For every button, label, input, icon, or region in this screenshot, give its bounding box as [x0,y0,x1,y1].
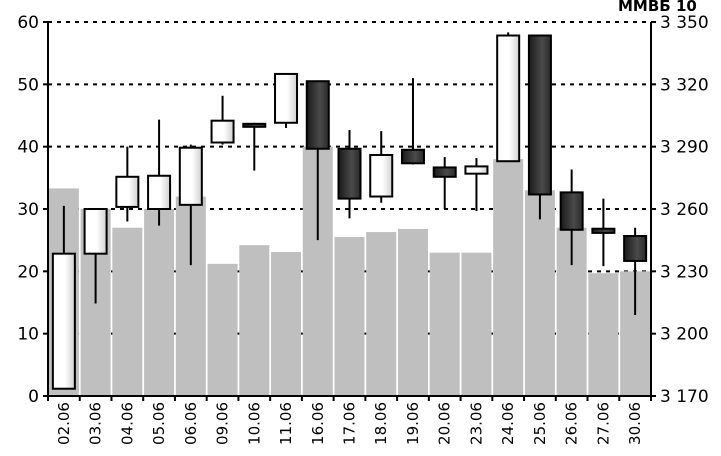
x-tick-label: 16.06 [309,402,327,445]
corner-label: ММВБ 10 [618,0,697,15]
candle-body-down [432,166,457,178]
x-tick-label: 11.06 [277,402,295,445]
right-tick-label: 3 320 [660,75,709,95]
candle-body-up [274,72,299,124]
x-tick-label: 17.06 [341,402,359,445]
x-tick-label: 19.06 [404,402,422,445]
volume-bar [239,245,270,396]
x-tick-label: 10.06 [245,402,263,445]
volume-bar [334,237,365,396]
volume-bar [271,252,302,396]
left-tick-label: 40 [17,138,39,158]
candle-body-up [210,119,235,144]
candlesticks [51,32,648,390]
volume-bar [429,252,460,396]
candle-body-down [591,227,616,234]
left-tick-label: 50 [17,75,39,95]
candle-body-down [527,34,552,196]
candle-body-down [400,148,425,165]
x-tick-label: 02.06 [55,402,73,445]
right-tick-label: 3 290 [660,138,709,158]
candle-body-down [305,80,330,150]
right-tick-label: 3 350 [660,13,709,33]
x-tick-label: 20.06 [436,402,454,445]
volume-bar [524,190,555,396]
candle-body-up [115,175,140,208]
candle-body-down [337,147,362,200]
right-tick-label: 3 230 [660,262,709,282]
right-tick-label: 3 200 [660,325,709,345]
candle-body-down [242,122,267,128]
left-tick-label: 30 [17,200,39,220]
left-tick-label: 10 [17,325,39,345]
candle-body-up [178,146,203,206]
x-tick-label: 27.06 [594,402,612,445]
volume-bar [461,252,492,396]
candle-body-up [369,153,394,198]
volume-bar [493,159,524,396]
x-tick-label: 23.06 [467,402,485,445]
candle-body-down [623,235,648,262]
left-tick-label: 20 [17,262,39,282]
volume-bar [366,232,397,396]
x-tick-label: 06.06 [182,402,200,445]
x-tick-label: 09.06 [214,402,232,445]
candle-body-up [83,208,108,255]
volume-bar [207,263,238,396]
x-tick-label: 18.06 [372,402,390,445]
right-tick-label: 3 260 [660,200,709,220]
right-tick-label: 3 170 [660,387,709,407]
x-tick-label: 26.06 [563,402,581,445]
volume-bar [397,228,428,396]
volume-bar [144,209,175,396]
left-tick-label: 0 [28,387,39,407]
x-tick-label: 05.06 [150,402,168,445]
candle-body-down [559,191,584,231]
axes: 0 10 20 30 40 50 60 3 170 3 200 3 230 3 260 3 290 3 … [17,13,708,445]
candle-body-up [496,34,521,163]
left-tick-label: 60 [17,13,39,33]
candle-body-up [147,174,172,210]
x-tick-label: 25.06 [531,402,549,445]
volume-bar [588,273,619,396]
x-tick-label: 03.06 [87,402,105,445]
candle-body-up [464,165,489,175]
volume-bar [112,227,143,396]
x-tick-label: 04.06 [118,402,136,445]
x-tick-label: 30.06 [626,402,644,445]
x-tick-label: 24.06 [499,402,517,445]
candle-body-up [51,252,76,390]
